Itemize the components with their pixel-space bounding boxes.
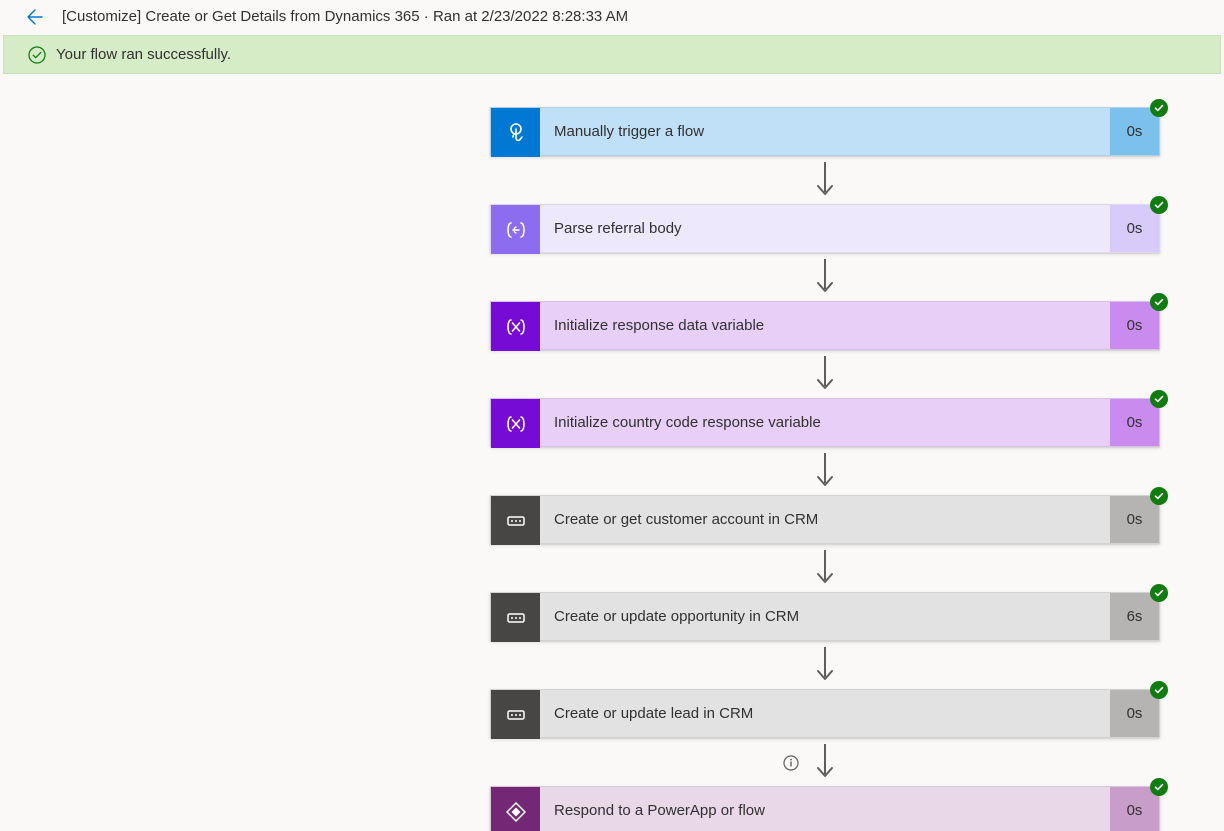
flow-arrow — [490, 350, 1160, 398]
flow-column: Manually trigger a flow0sParse referral … — [490, 107, 1160, 831]
step-success-check-icon — [1150, 487, 1168, 505]
step-label: Create or get customer account in CRM — [540, 496, 1110, 543]
step-label: Manually trigger a flow — [540, 108, 1110, 155]
step-duration: 0s — [1110, 787, 1159, 831]
step-icon — [491, 399, 540, 448]
step-success-check-icon — [1150, 293, 1168, 311]
step-label: Parse referral body — [540, 205, 1110, 252]
step-icon — [491, 302, 540, 351]
step-success-check-icon — [1150, 681, 1168, 699]
flow-step[interactable]: Initialize response data variable0s — [490, 301, 1160, 350]
step-success-check-icon — [1150, 99, 1168, 117]
step-success-check-icon — [1150, 778, 1168, 796]
flow-arrow — [490, 641, 1160, 689]
flow-arrow — [490, 253, 1160, 301]
step-duration: 0s — [1110, 496, 1159, 543]
flow-step[interactable]: Create or update lead in CRM0s — [490, 689, 1160, 738]
step-duration: 0s — [1110, 205, 1159, 252]
step-icon — [491, 593, 540, 642]
step-success-check-icon — [1150, 390, 1168, 408]
success-check-icon — [28, 46, 46, 64]
flow-step[interactable]: Create or update opportunity in CRM6s — [490, 592, 1160, 641]
step-duration: 0s — [1110, 108, 1159, 155]
step-duration: 0s — [1110, 302, 1159, 349]
flow-arrow — [490, 544, 1160, 592]
step-duration: 0s — [1110, 690, 1159, 737]
step-label: Respond to a PowerApp or flow — [540, 787, 1110, 831]
flow-step[interactable]: Respond to a PowerApp or flow0s — [490, 786, 1160, 831]
success-banner: Your flow ran successfully. — [3, 35, 1221, 74]
step-icon — [491, 205, 540, 254]
flow-canvas: Manually trigger a flow0sParse referral … — [0, 74, 1224, 831]
flow-step[interactable]: Create or get customer account in CRM0s — [490, 495, 1160, 544]
flow-step[interactable]: Parse referral body0s — [490, 204, 1160, 253]
step-success-check-icon — [1150, 584, 1168, 602]
flow-step[interactable]: Initialize country code response variabl… — [490, 398, 1160, 447]
step-label: Create or update lead in CRM — [540, 690, 1110, 737]
flow-arrow — [490, 156, 1160, 204]
step-icon — [491, 690, 540, 739]
info-icon[interactable] — [783, 755, 799, 771]
flow-arrow — [490, 447, 1160, 495]
step-label: Initialize country code response variabl… — [540, 399, 1110, 446]
flow-step[interactable]: Manually trigger a flow0s — [490, 107, 1160, 156]
step-label: Create or update opportunity in CRM — [540, 593, 1110, 640]
back-arrow-icon[interactable] — [24, 7, 44, 27]
step-icon — [491, 787, 540, 831]
step-success-check-icon — [1150, 196, 1168, 214]
success-message: Your flow ran successfully. — [56, 46, 231, 63]
flow-arrow — [490, 738, 1160, 786]
step-duration: 0s — [1110, 399, 1159, 446]
step-duration: 6s — [1110, 593, 1159, 640]
step-icon — [491, 108, 540, 157]
step-icon — [491, 496, 540, 545]
flow-title: [Customize] Create or Get Details from D… — [62, 8, 628, 25]
step-label: Initialize response data variable — [540, 302, 1110, 349]
page-header: [Customize] Create or Get Details from D… — [0, 0, 1224, 33]
